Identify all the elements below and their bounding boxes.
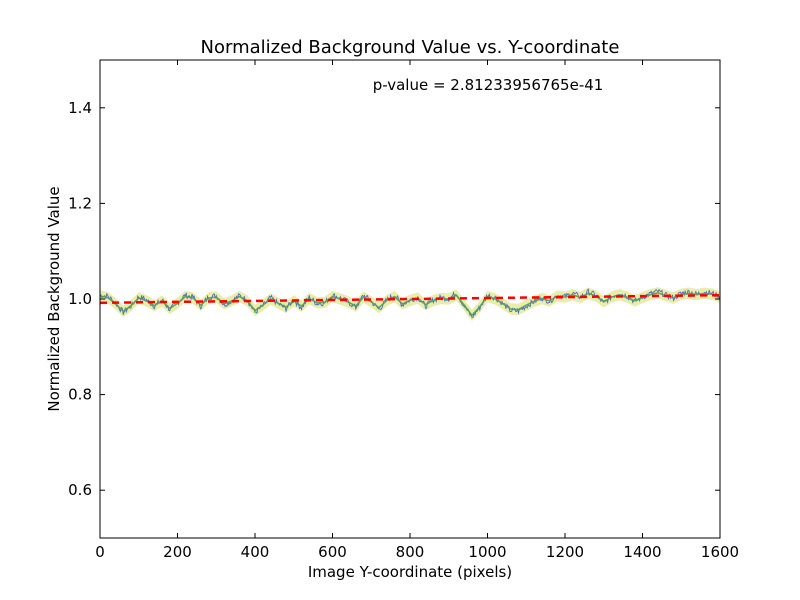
y-tick-label: 1.4 xyxy=(68,99,92,117)
x-tick-label: 1600 xyxy=(701,543,739,561)
y-tick-label: 1.0 xyxy=(68,290,92,308)
x-tick-label: 1400 xyxy=(623,543,661,561)
chart-title: Normalized Background Value vs. Y-coordi… xyxy=(201,37,620,58)
y-axis-label: Normalized Background Value xyxy=(45,186,63,411)
plot-content xyxy=(99,287,721,321)
y-tick-label: 1.2 xyxy=(68,194,92,212)
y-tick-label: 0.6 xyxy=(68,481,92,499)
x-axis-label: Image Y-coordinate (pixels) xyxy=(308,563,512,581)
x-tick-label: 0 xyxy=(95,543,105,561)
x-tick-label: 400 xyxy=(241,543,270,561)
x-tick-label: 1000 xyxy=(468,543,506,561)
x-tick-label: 600 xyxy=(318,543,347,561)
x-axis-ticks: 0 200 400 600 800 1000 1200 1400 1600 xyxy=(95,60,739,561)
y-axis-ticks: 0.6 0.8 1.0 1.2 1.4 xyxy=(68,99,720,499)
linear-fit-line xyxy=(99,293,721,305)
x-tick-label: 800 xyxy=(396,543,425,561)
p-value-annotation: p-value = 2.81233956765e-41 xyxy=(373,76,604,94)
y-tick-label: 0.8 xyxy=(68,386,92,404)
x-tick-label: 200 xyxy=(163,543,192,561)
x-tick-label: 1200 xyxy=(546,543,584,561)
